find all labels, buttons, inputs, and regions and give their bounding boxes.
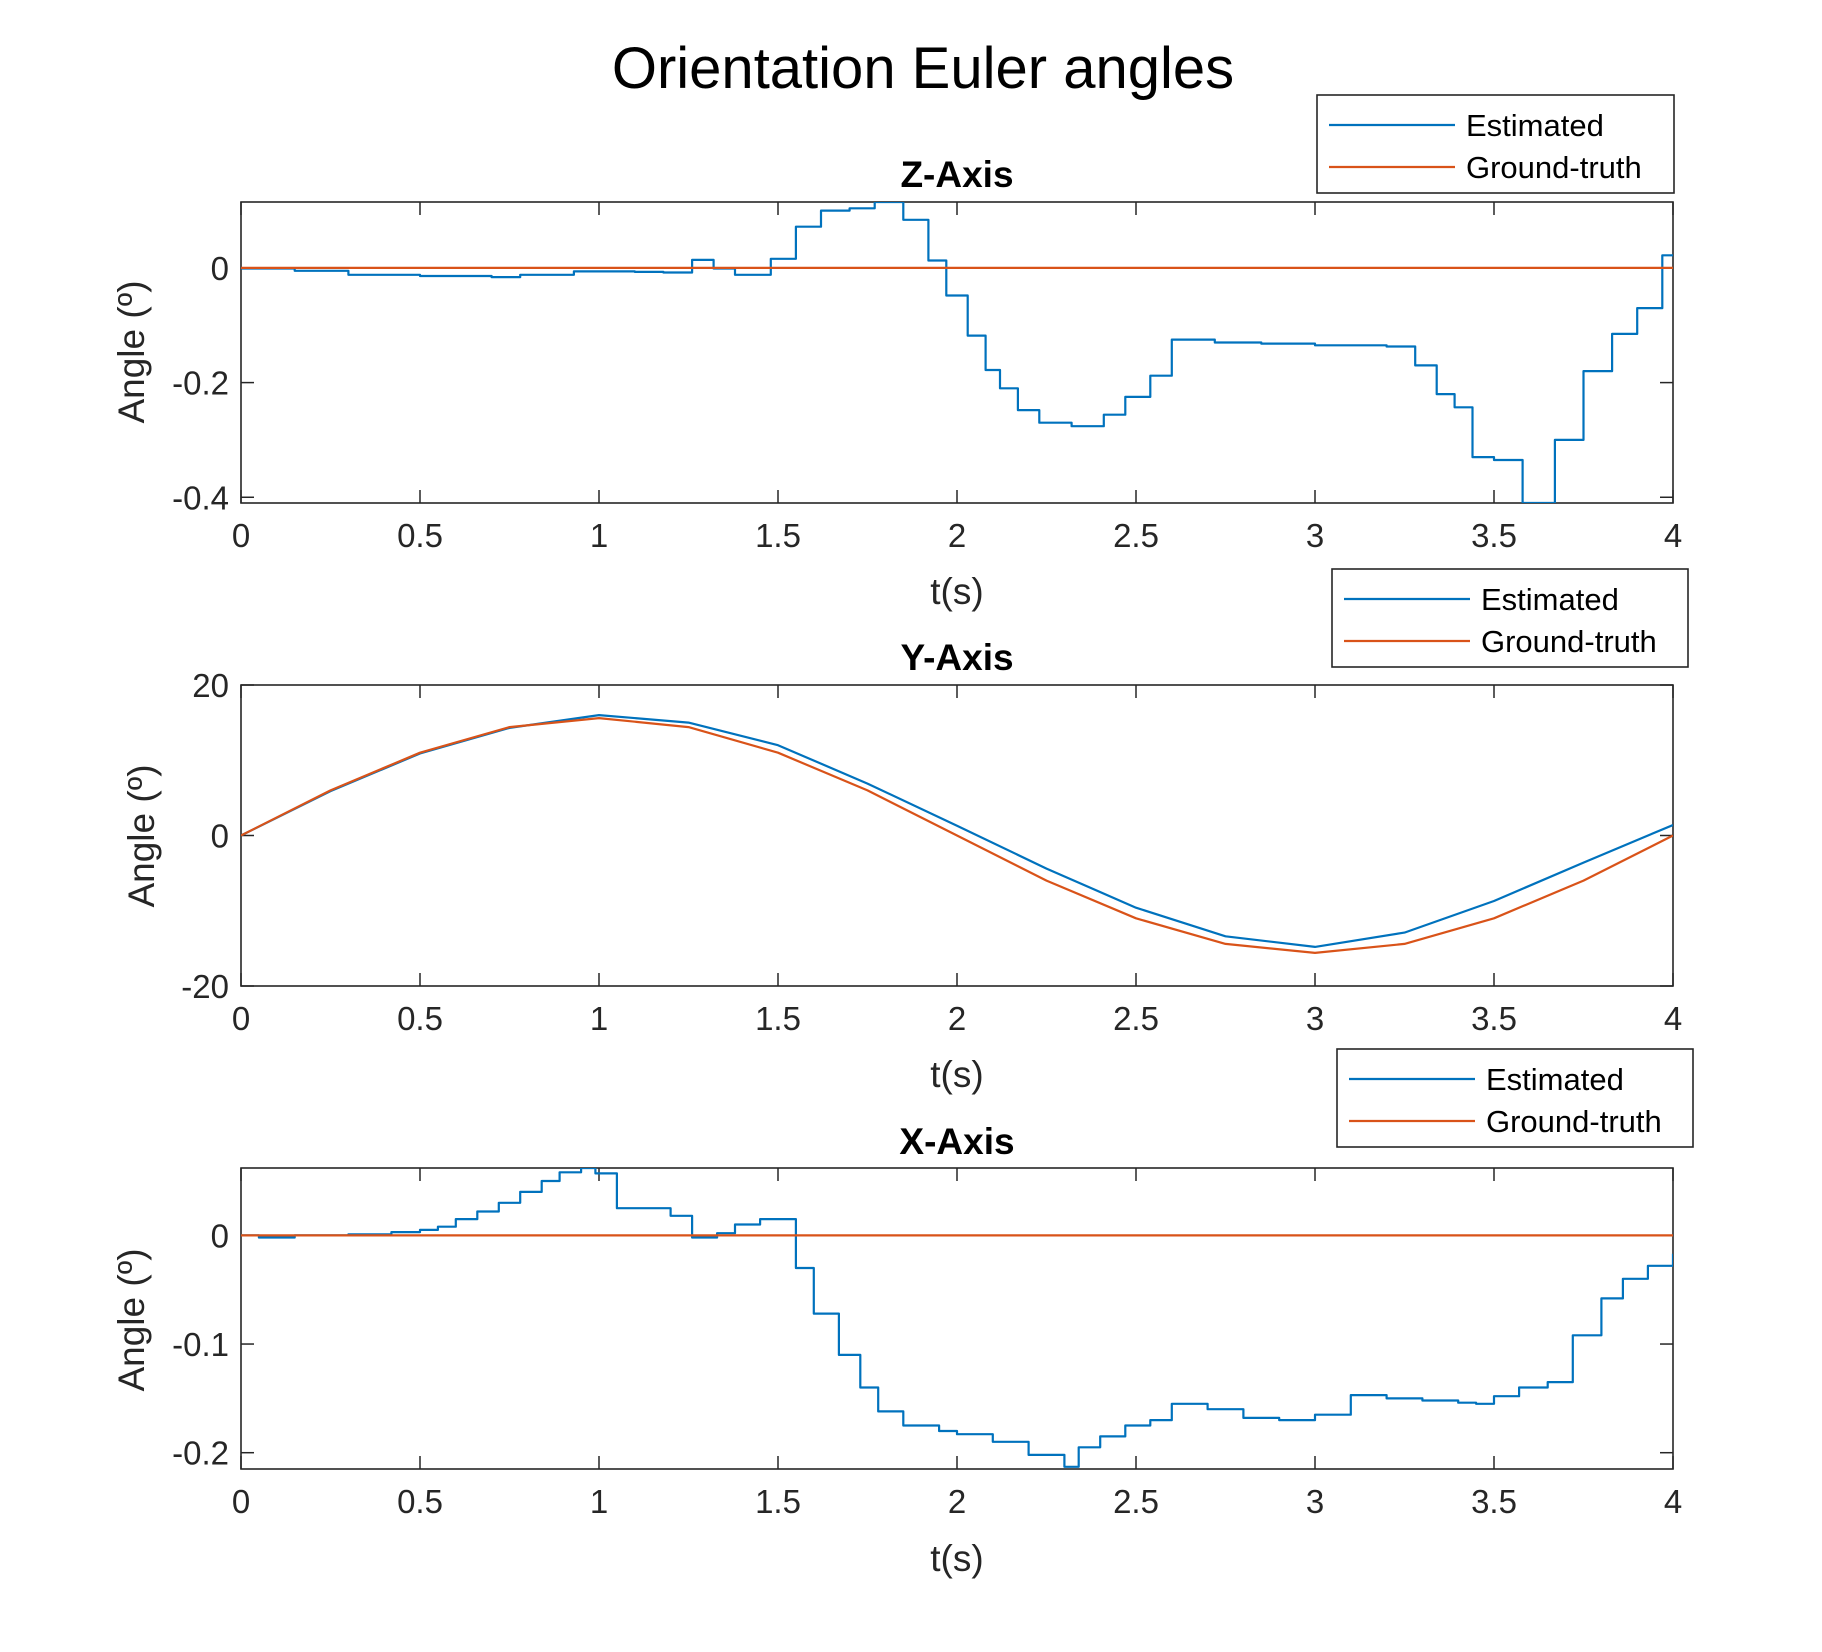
x-tick-label: 0.5	[397, 1483, 443, 1520]
legend-entry-label: Estimated	[1481, 582, 1619, 617]
subplot-z-axis: Z-Axis t(s) Angle (º) 0 0.5 1 1.5 2 2.5 3 3.5 4 -…	[111, 94, 1682, 612]
y-tick-label: 0	[211, 1217, 229, 1254]
x-tick-label: 4	[1664, 517, 1682, 554]
legend-box	[1316, 94, 1675, 194]
x-tick-label: 2.5	[1113, 1000, 1159, 1037]
y-axis-label: Angle (º)	[111, 280, 152, 423]
legend-entry-label: Estimated	[1486, 1062, 1624, 1097]
x-tick-label: 4	[1664, 1483, 1682, 1520]
x-tick-label: 1	[590, 1000, 608, 1037]
x-axis-label: t(s)	[930, 571, 983, 612]
x-tick-label: 3.5	[1471, 517, 1517, 554]
subplot-x-axis: X-Axis t(s) Angle (º) 0 0.5 1 1.5 2 2.5 3 3.5 4 -…	[111, 1048, 1694, 1579]
legend: Estimated Ground-truth	[1336, 1048, 1694, 1148]
x-tick-label: 0	[232, 517, 250, 554]
x-tick-label: 0.5	[397, 1000, 443, 1037]
x-tick-label: 3	[1306, 1000, 1324, 1037]
series-line-estimated	[241, 714, 1673, 948]
y-tick-label: -0.4	[172, 479, 229, 516]
legend-entry-label: Ground-truth	[1486, 1104, 1662, 1139]
x-tick-label: 3.5	[1471, 1483, 1517, 1520]
legend-entry-label: Ground-truth	[1466, 150, 1642, 185]
x-tick-label: 3	[1306, 1483, 1324, 1520]
series-line-estimated	[241, 1168, 1673, 1468]
x-tick-label: 1.5	[755, 1483, 801, 1520]
x-tick-label: 2	[948, 1483, 966, 1520]
x-tick-label: 2	[948, 1000, 966, 1037]
x-tick-label: 2.5	[1113, 517, 1159, 554]
legend-box	[1331, 568, 1689, 668]
figure-title: Orientation Euler angles	[612, 36, 1234, 101]
x-tick-label: 3	[1306, 517, 1324, 554]
x-tick-label: 2	[948, 517, 966, 554]
legend-entry-label: Estimated	[1466, 108, 1604, 143]
x-tick-label: 1	[590, 1483, 608, 1520]
x-tick-label: 0	[232, 1483, 250, 1520]
x-tick-label: 0	[232, 1000, 250, 1037]
x-tick-label: 1	[590, 517, 608, 554]
legend: Estimated Ground-truth	[1331, 568, 1689, 668]
x-tick-label: 2.5	[1113, 1483, 1159, 1520]
subplot-title: Y-Axis	[900, 637, 1013, 678]
subplot-y-axis: Y-Axis t(s) Angle (º) 0 0.5 1 1.5 2 2.5 3 3.5 4 -…	[121, 568, 1689, 1095]
legend-entry-label: Ground-truth	[1481, 624, 1657, 659]
series-line-ground-truth	[241, 717, 1673, 954]
x-tick-label: 1.5	[755, 517, 801, 554]
y-tick-label: -0.2	[172, 365, 229, 402]
subplot-title: X-Axis	[899, 1121, 1014, 1162]
x-tick-label: 3.5	[1471, 1000, 1517, 1037]
y-tick-label: -0.1	[172, 1326, 229, 1363]
y-tick-label: 0	[211, 818, 229, 855]
x-tick-label: 0.5	[397, 517, 443, 554]
y-tick-label: -0.2	[172, 1435, 229, 1472]
subplot-title: Z-Axis	[900, 154, 1013, 195]
axes-frame	[240, 201, 1674, 504]
x-tick-label: 4	[1664, 1000, 1682, 1037]
axes-frame	[240, 1167, 1674, 1470]
x-axis-label: t(s)	[930, 1054, 983, 1095]
legend-box	[1336, 1048, 1694, 1148]
x-tick-label: 1.5	[755, 1000, 801, 1037]
x-axis-label: t(s)	[930, 1538, 983, 1579]
legend: Estimated Ground-truth	[1316, 94, 1675, 194]
y-tick-label: -20	[181, 968, 229, 1005]
y-tick-label: 20	[192, 667, 229, 704]
y-axis-label: Angle (º)	[111, 1248, 152, 1391]
series-line-estimated	[241, 202, 1673, 503]
y-axis-label: Angle (º)	[121, 764, 162, 907]
y-tick-label: 0	[211, 250, 229, 287]
